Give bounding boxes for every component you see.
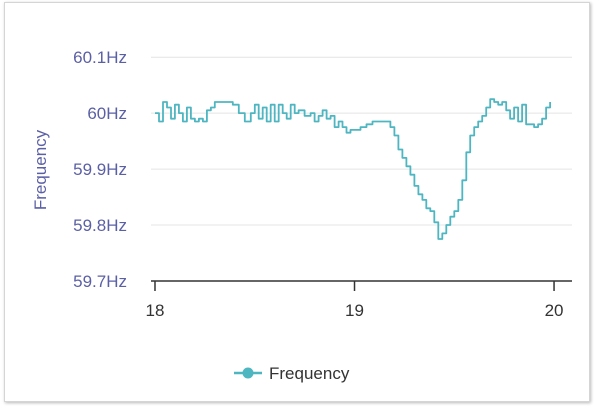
legend[interactable]: Frequency xyxy=(234,364,350,383)
y-tick-label: 60Hz xyxy=(87,104,127,123)
x-tick-label: 20 xyxy=(545,301,564,320)
grid-lines xyxy=(151,57,572,225)
y-tick-label: 59.8Hz xyxy=(73,216,127,235)
y-tick-label: 59.9Hz xyxy=(73,160,127,179)
y-axis-label: Frequency xyxy=(31,129,50,210)
x-tick-label: 18 xyxy=(146,301,165,320)
y-tick-label: 59.7Hz xyxy=(73,272,127,291)
x-tick-label: 19 xyxy=(345,301,364,320)
y-axis-tick-labels: 59.7Hz 59.8Hz 59.9Hz 60Hz 60.1Hz xyxy=(73,48,127,291)
legend-dot-marker xyxy=(243,368,254,379)
x-axis xyxy=(151,281,572,291)
y-tick-label: 60.1Hz xyxy=(73,48,127,67)
x-axis-tick-labels: 18 19 20 xyxy=(146,301,564,320)
legend-entry-label: Frequency xyxy=(269,364,350,383)
